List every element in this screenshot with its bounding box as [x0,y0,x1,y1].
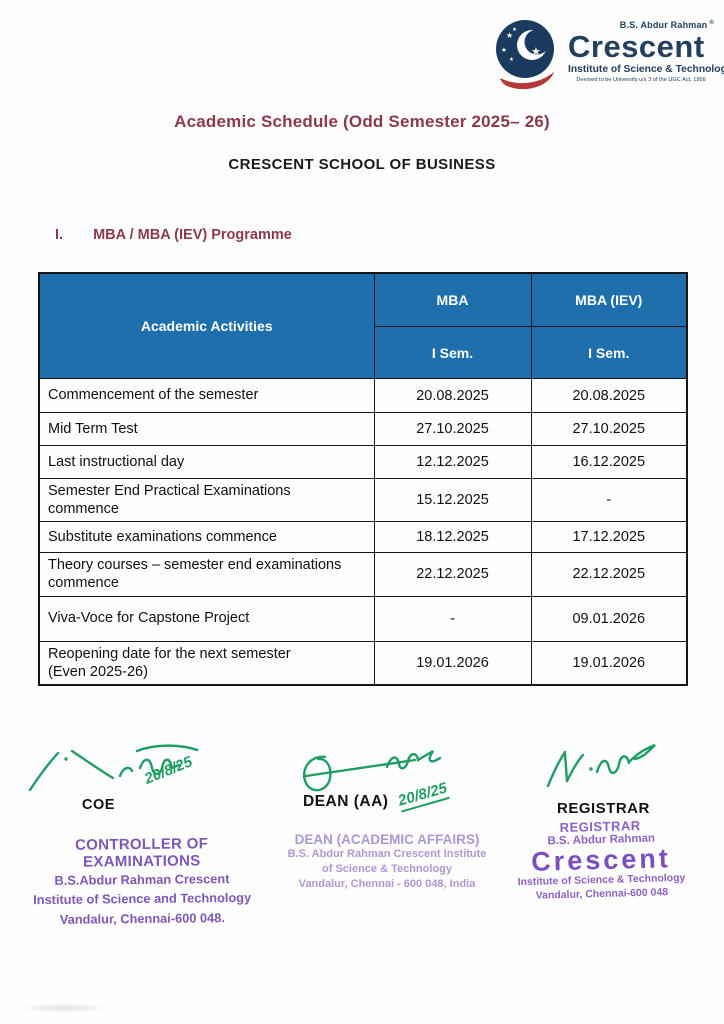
stamp-line: Vandalur, Chennai-600 048. [59,910,225,927]
section-label: MBA / MBA (IEV) Programme [93,227,292,243]
stamp-line: CONTROLLER OF EXAMINATIONS [74,835,209,871]
coe-label: COE [82,797,115,813]
mba-date-cell: 15.12.2025 [373,477,532,523]
stamp-line: B.S. Abdur Rahman Crescent Institute [287,848,487,860]
logo-brand-subtitle: Institute of Science & Technology [568,64,724,75]
scan-smudge [16,1003,111,1013]
logo-brand-name: Crescent [568,29,705,64]
mba-date-cell: 22.12.2025 [373,552,532,597]
stamp-line: of Science & Technology [322,863,452,876]
mba-iev-date-cell: 27.10.2025 [530,412,688,446]
activity-cell: Viva-Voce for Capstone Project [38,595,375,642]
column-header-mba: MBA [373,272,532,327]
stamp-line: DEAN (ACADEMIC AFFAIRS) [294,832,480,847]
table-row: Theory courses – semester end examinatio… [38,552,688,597]
mba-date-cell: 20.08.2025 [373,378,532,413]
mba-iev-date-cell: 22.12.2025 [530,552,688,597]
activity-cell: Last instructional day [38,445,375,479]
mba-date-cell: 27.10.2025 [373,412,532,446]
mba-iev-date-cell: 19.01.2026 [530,640,688,686]
mba-date-cell: 19.01.2026 [373,640,532,686]
mba-date-cell: 12.12.2025 [373,445,532,479]
academic-schedule-table: Academic Activities MBA MBA (IEV) I Sem.… [38,272,688,686]
activity-cell: Theory courses – semester end examinatio… [38,552,375,597]
crescent-emblem-icon: ★ ★ ★ ★ ★ [496,20,554,90]
table-subheader-row: I Sem. I Sem. [39,326,688,379]
page-title: Academic Schedule (Odd Semester 2025– 26… [174,112,550,131]
table-row: Substitute examinations commence 18.12.2… [38,521,688,554]
dean-signature [302,749,442,792]
subheader-mba-iev-sem: I Sem. [530,326,688,379]
activity-cell: Commencement of the semester [38,378,375,413]
mba-iev-date-cell: 16.12.2025 [530,445,688,479]
mba-iev-date-cell: 17.12.2025 [530,521,688,554]
small-star-icon: ★ [509,56,514,63]
stamp-line: B.S.Abdur Rahman Crescent [54,871,230,888]
mba-iev-date-cell: 20.08.2025 [530,378,688,413]
small-star-icon: ★ [506,31,513,40]
table-header-row: Academic Activities MBA MBA (IEV) [38,272,688,379]
small-star-icon: ★ [501,46,507,54]
registrar-stamp: REGISTRAR B.S. Abdur Rahman Crescent Ins… [501,816,701,904]
activity-cell: Semester End Practical Examinations comm… [38,477,375,523]
registrar-signature [546,743,656,788]
mba-iev-date-cell: - [530,477,688,523]
stamp-line: Vandalur, Chennai - 600 048, India [298,878,476,891]
mba-date-cell: 18.12.2025 [373,521,532,554]
moon-star-icon: ★ [531,46,541,58]
mba-iev-date-cell: 09.01.2026 [530,595,688,642]
activity-cell: Mid Term Test [38,412,375,446]
logo-brand-top: B.S. Abdur Rahman ® [619,20,714,30]
column-header-mba-iev: MBA (IEV) [530,272,688,327]
registered-trademark: ® [709,20,714,26]
stamp-line: Institute of Science and Technology [33,890,252,908]
table-row: Reopening date for the next semester (Ev… [38,640,688,686]
coe-signature-date: 20/8/25 [141,753,195,788]
table-row: Viva-Voce for Capstone Project - 09.01.2… [38,595,688,642]
section-numeral: I. [55,227,64,243]
red-swoosh [500,72,554,90]
column-header-activities: Academic Activities [38,272,375,379]
activity-cell: Substitute examinations commence [38,521,375,554]
mba-date-cell: - [373,595,532,642]
logo-tagline: Deemed to be University u/s 3 of the UGC… [576,77,706,83]
coe-signature: 20/8/25 [28,744,199,792]
table-row: Semester End Practical Examinations comm… [38,477,688,523]
institution-logo: ★ ★ ★ ★ ★ B.S. Abdur Rahman ® Crescent In… [492,18,724,90]
section-heading: I. MBA / MBA (IEV) Programme [55,227,292,243]
activity-cell: Reopening date for the next semester (Ev… [38,640,375,686]
page-subtitle: CRESCENT SCHOOL OF BUSINESS [228,156,496,173]
table-row: Commencement of the semester 20.08.2025 … [38,378,688,413]
registrar-label: REGISTRAR [557,800,650,817]
small-star-icon: ★ [512,26,517,33]
logo-text-block: B.S. Abdur Rahman ® Crescent Institute of… [568,20,724,83]
dean-stamp: DEAN (ACADEMIC AFFAIRS) B.S. Abdur Rahma… [285,832,489,893]
table-row: Last instructional day 12.12.2025 16.12.… [38,445,688,479]
coe-stamp: CONTROLLER OF EXAMINATIONS B.S.Abdur Rah… [26,835,259,930]
subheader-mba-sem: I Sem. [373,326,532,379]
dean-label: DEAN (AA) [303,793,389,810]
table-row: Mid Term Test 27.10.2025 27.10.2025 [38,412,688,446]
